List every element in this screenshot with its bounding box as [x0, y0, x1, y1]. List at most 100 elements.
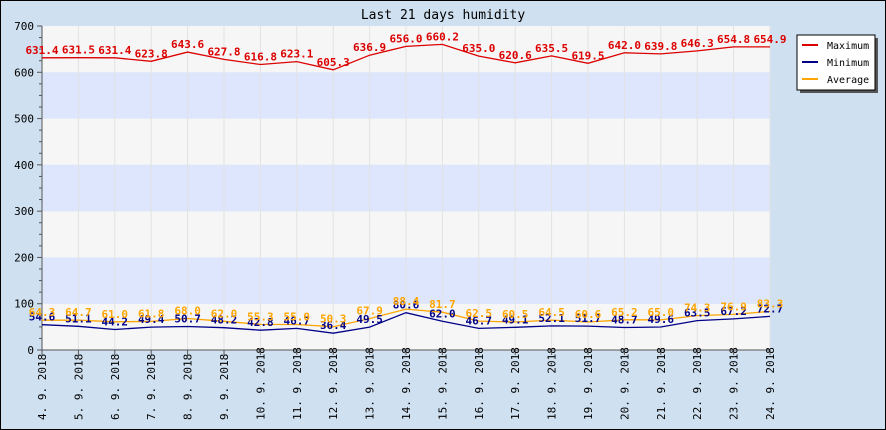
x-tick-label: 7. 9. 2018	[145, 354, 158, 420]
y-tick-label: 0	[27, 344, 34, 357]
data-label-maximum: 654.8	[717, 33, 750, 46]
series-line-average	[41, 308, 771, 328]
data-label-average: 81.7	[429, 298, 456, 311]
legend-label-minimum: Minimum	[827, 58, 869, 69]
data-label-maximum: 643.6	[171, 38, 204, 51]
x-tick-label: 23. 9. 2018	[728, 347, 741, 420]
x-tick-label: 15. 9. 2018	[436, 347, 449, 420]
data-label-maximum: 605.3	[317, 56, 350, 69]
data-label-minimum: 72.7	[757, 302, 784, 315]
data-label-minimum: 51.7	[575, 312, 602, 325]
x-tick-label: 13. 9. 2018	[364, 347, 377, 420]
data-label-average: 83.3	[757, 297, 784, 310]
data-label-minimum: 48.7	[611, 313, 638, 326]
x-tick-label: 9. 9. 2018	[218, 354, 231, 420]
x-tick-label: 18. 9. 2018	[546, 347, 559, 420]
x-tick-label: 4. 9. 2018	[36, 354, 49, 420]
data-label-average: 62.0	[211, 307, 238, 320]
x-tick-label: 8. 9. 2018	[182, 354, 195, 420]
data-label-average: 74.3	[684, 302, 711, 315]
data-label-minimum: 62.0	[429, 307, 456, 320]
data-label-minimum: 67.2	[720, 305, 747, 318]
series-line-minimum	[41, 312, 771, 334]
x-tick-label: 10. 9. 2018	[254, 347, 267, 420]
data-label-average: 62.5	[466, 307, 493, 320]
y-tick-label: 400	[14, 159, 34, 172]
data-label-maximum: 623.1	[280, 48, 313, 61]
data-label-average: 64.3	[29, 306, 56, 319]
y-tick-label: 100	[14, 298, 34, 311]
data-label-minimum: 46.7	[466, 314, 493, 327]
data-label-minimum: 49.4	[138, 313, 165, 326]
data-label-average: 88.4	[393, 295, 420, 308]
data-label-average: 67.9	[356, 305, 383, 318]
data-label-minimum: 54.6	[29, 311, 56, 324]
data-label-average: 50.3	[320, 313, 347, 326]
x-tick-label: 17. 9. 2018	[509, 347, 522, 420]
data-label-maximum: 646.3	[681, 37, 714, 50]
data-label-maximum: 616.8	[244, 51, 277, 64]
data-label-minimum: 48.2	[211, 314, 238, 327]
data-label-average: 61.0	[102, 308, 129, 321]
data-label-maximum: 631.5	[62, 44, 95, 57]
data-label-maximum: 635.0	[462, 42, 495, 55]
data-label-average: 60.5	[502, 308, 529, 321]
data-label-maximum: 639.8	[644, 40, 677, 53]
x-tick-label: 12. 9. 2018	[327, 347, 340, 420]
data-label-minimum: 36.4	[320, 319, 347, 332]
data-label-minimum: 63.5	[684, 307, 711, 320]
data-label-maximum: 631.4	[25, 44, 58, 57]
x-tick-label: 16. 9. 2018	[473, 347, 486, 420]
data-label-minimum: 49.5	[356, 313, 383, 326]
data-label-maximum: 656.0	[389, 32, 422, 45]
data-label-average: 64.7	[65, 306, 92, 319]
x-tick-label: 14. 9. 2018	[400, 347, 413, 420]
x-tick-label: 19. 9. 2018	[582, 347, 595, 420]
data-label-maximum: 660.2	[426, 30, 459, 43]
data-label-maximum: 631.4	[98, 44, 131, 57]
series-lines	[41, 43, 771, 334]
legend-label-maximum: Maximum	[827, 41, 869, 52]
data-label-minimum: 42.8	[247, 316, 274, 329]
data-label-minimum: 44.2	[102, 316, 129, 329]
legend-label-average: Average	[827, 75, 869, 86]
y-tick-label: 600	[14, 66, 34, 79]
x-tick-label: 20. 9. 2018	[618, 347, 631, 420]
y-tick-label: 300	[14, 205, 34, 218]
y-tick-label: 500	[14, 113, 34, 126]
y-tick-label: 700	[14, 20, 34, 33]
data-label-average: 60.6	[575, 308, 602, 321]
x-tick-label: 22. 9. 2018	[691, 347, 704, 420]
data-label-average: 65.0	[648, 306, 675, 319]
x-tick-label: 11. 9. 2018	[291, 347, 304, 420]
data-label-minimum: 80.6	[393, 299, 420, 312]
data-label-maximum: 654.9	[753, 33, 786, 46]
x-tick-label: 21. 9. 2018	[655, 347, 668, 420]
data-label-minimum: 52.1	[538, 312, 565, 325]
data-label-minimum: 49.1	[502, 313, 529, 326]
y-tick-label: 200	[14, 251, 34, 264]
data-label-minimum: 49.6	[648, 313, 675, 326]
data-label-average: 55.3	[247, 310, 274, 323]
data-label-maximum: 620.6	[499, 49, 532, 62]
data-label-maximum: 642.0	[608, 39, 641, 52]
data-label-average: 61.8	[138, 307, 165, 320]
axes: 0 100 200 300 400 500 600 700 4. 9. 2018 5. 9. 20…	[14, 20, 777, 420]
data-label-maximum: 635.5	[535, 42, 568, 55]
data-label-maximum: 636.9	[353, 41, 386, 54]
data-label-average: 76.9	[720, 300, 747, 313]
data-label-average: 55.0	[284, 311, 311, 324]
data-label-average: 64.5	[538, 306, 565, 319]
x-tick-label: 6. 9. 2018	[109, 354, 122, 420]
data-label-average: 68.0	[174, 305, 201, 318]
data-label-average: 65.2	[611, 306, 638, 319]
data-label-maximum: 619.5	[571, 49, 604, 62]
chart-title: Last 21 days humidity	[361, 8, 526, 23]
data-label-minimum: 46.7	[284, 314, 311, 327]
data-label-minimum: 50.7	[174, 313, 201, 326]
data-label-maximum: 623.8	[135, 47, 168, 60]
x-tick-label: 24. 9. 2018	[764, 347, 777, 420]
data-label-minimum: 51.1	[65, 312, 92, 325]
